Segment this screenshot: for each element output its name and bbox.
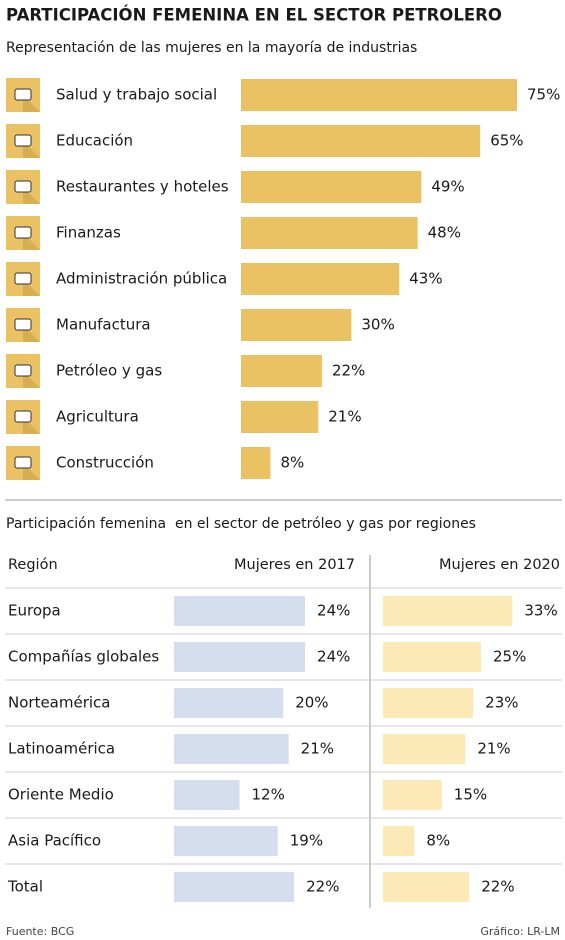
- bar: [383, 780, 442, 810]
- value-label: 23%: [485, 694, 518, 712]
- category-label: Latinoamérica: [8, 740, 115, 758]
- category-label: Restaurantes y hoteles: [56, 178, 229, 196]
- icon-glyph: [14, 364, 32, 377]
- bar: [174, 780, 240, 810]
- value-label: 15%: [454, 786, 487, 804]
- bar: [174, 596, 306, 626]
- value-label: 33%: [524, 602, 557, 620]
- category-label: Petróleo y gas: [56, 362, 162, 380]
- category-label: Europa: [8, 602, 61, 620]
- bar: [383, 734, 466, 764]
- icon-glyph: [14, 226, 32, 239]
- bar: [241, 217, 418, 249]
- icon-glyph: [14, 88, 32, 101]
- value-label: 20%: [295, 694, 328, 712]
- category-label: Compañías globales: [8, 648, 159, 666]
- value-label: 12%: [252, 786, 285, 804]
- value-label: 49%: [431, 178, 464, 196]
- icon-glyph: [14, 318, 32, 331]
- credit: Gráfico: LR-LM: [480, 925, 560, 938]
- legend-label: Mujeres en 2017: [234, 557, 355, 573]
- bar: [383, 826, 415, 856]
- category-label: Salud y trabajo social: [56, 86, 217, 104]
- bar: [174, 872, 295, 902]
- value-label: 25%: [493, 648, 526, 666]
- category-label: Agricultura: [56, 408, 139, 426]
- value-label: 22%: [332, 362, 365, 380]
- category-label: Norteamérica: [8, 694, 110, 712]
- bar: [241, 309, 352, 341]
- category-label: Construcción: [56, 454, 154, 472]
- title: PARTICIPACIÓN FEMENINA EN EL SECTOR PETR…: [6, 6, 502, 25]
- bar: [241, 355, 322, 387]
- value-label: 22%: [306, 878, 339, 896]
- value-label: 24%: [317, 602, 350, 620]
- value-label: 21%: [328, 408, 361, 426]
- icon-glyph: [14, 180, 32, 193]
- bar: [174, 642, 306, 672]
- bar: [241, 79, 517, 111]
- icon-glyph: [14, 134, 32, 147]
- value-label: 30%: [361, 316, 394, 334]
- value-label: 21%: [301, 740, 334, 758]
- bar: [174, 734, 289, 764]
- category-label: Asia Pacífico: [8, 832, 101, 850]
- category-label: Total: [7, 878, 43, 896]
- value-label: 8%: [280, 454, 304, 472]
- bar: [241, 447, 271, 479]
- value-label: 75%: [527, 86, 560, 104]
- bar: [383, 688, 474, 718]
- value-label: 22%: [481, 878, 514, 896]
- bar: [241, 171, 422, 203]
- bar: [241, 401, 319, 433]
- category-label: Oriente Medio: [8, 786, 114, 804]
- value-label: 19%: [290, 832, 323, 850]
- value-label: 65%: [490, 132, 523, 150]
- value-label: 21%: [477, 740, 510, 758]
- icon-glyph: [14, 272, 32, 285]
- subtitle: Participación femenina en el sector de p…: [6, 516, 476, 532]
- category-label: Finanzas: [56, 224, 121, 242]
- category-label: Educación: [56, 132, 133, 150]
- value-label: 8%: [426, 832, 450, 850]
- bar: [174, 688, 284, 718]
- subtitle: Representación de las mujeres en la mayo…: [6, 40, 417, 56]
- column-header: Región: [8, 557, 58, 573]
- bar: [383, 872, 470, 902]
- bar: [241, 125, 481, 157]
- value-label: 43%: [409, 270, 442, 288]
- value-label: 24%: [317, 648, 350, 666]
- bar: [174, 826, 278, 856]
- legend-label: Mujeres en 2020: [439, 557, 560, 573]
- bar: [241, 263, 400, 295]
- icon-glyph: [14, 410, 32, 423]
- icon-glyph: [14, 456, 32, 469]
- bar: [383, 642, 481, 672]
- source: Fuente: BCG: [6, 925, 74, 938]
- category-label: Manufactura: [56, 316, 151, 334]
- bar: [383, 596, 513, 626]
- value-label: 48%: [428, 224, 461, 242]
- category-label: Administración pública: [56, 270, 227, 288]
